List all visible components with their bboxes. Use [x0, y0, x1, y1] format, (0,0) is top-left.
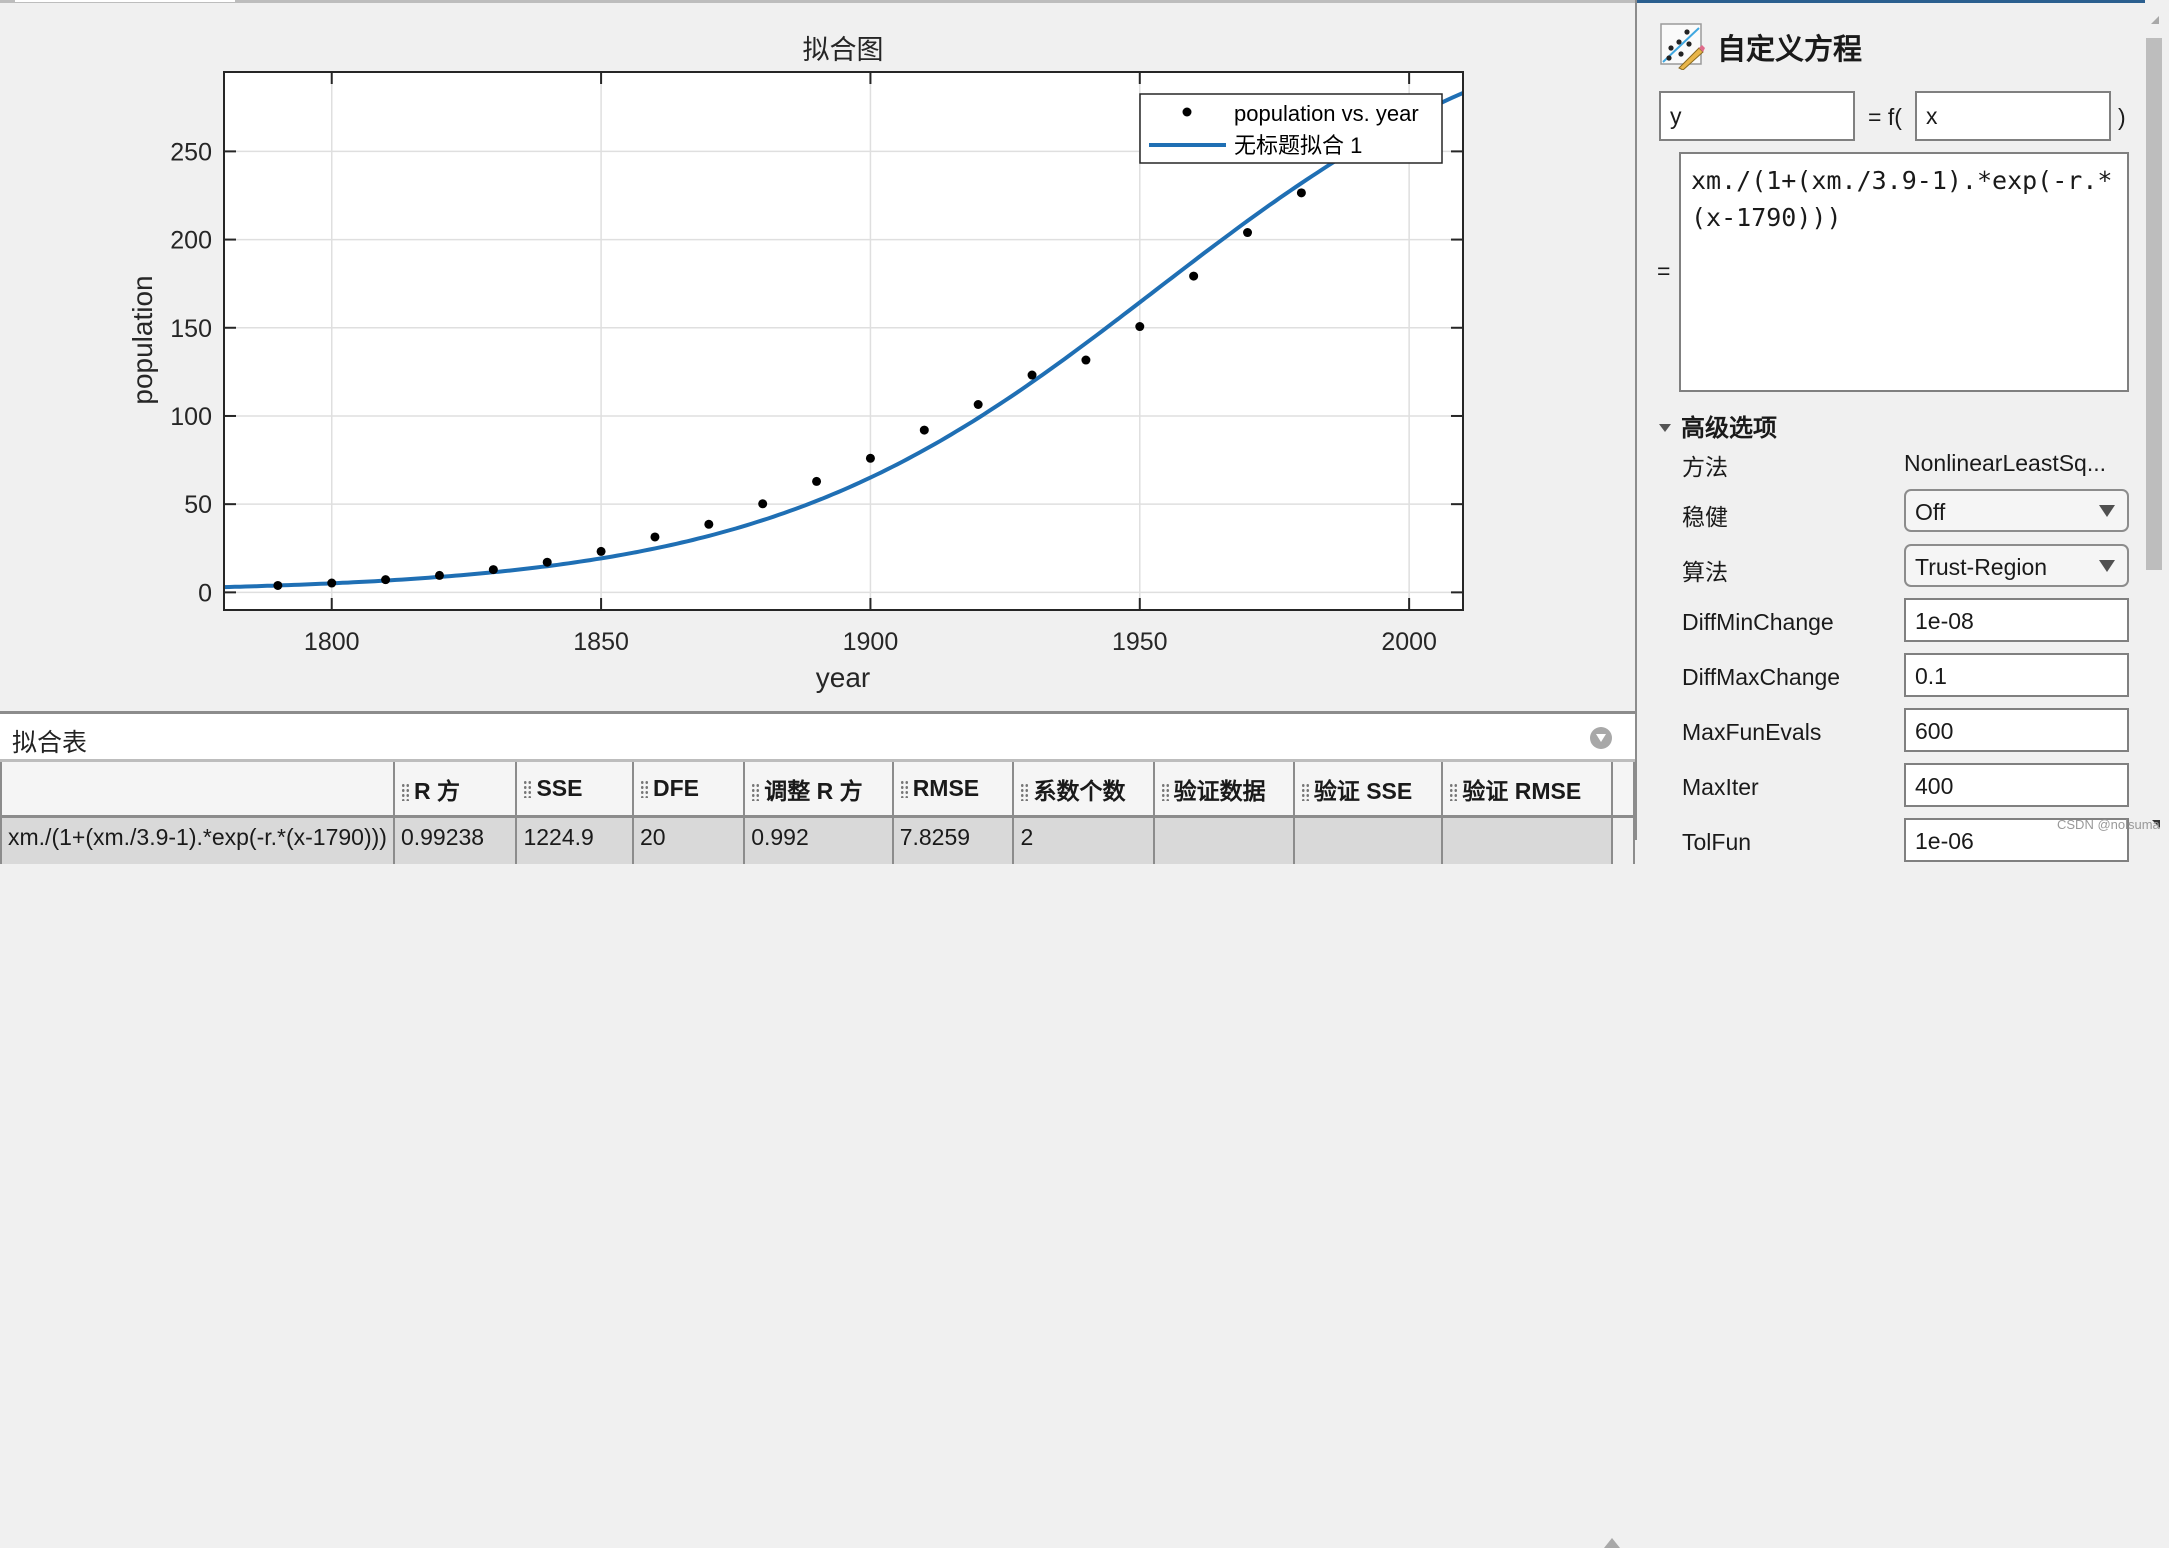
svg-text:1850: 1850 — [573, 628, 629, 656]
legend[interactable]: population vs. year 无标题拟合 1 — [1139, 93, 1443, 164]
fit-curve — [224, 91, 1463, 590]
method-label: 方法 — [1682, 455, 1728, 481]
cell-validation-data[interactable] — [1152, 815, 1295, 864]
robust-label: 稳健 — [1682, 505, 1728, 531]
cell-num-coeffs[interactable]: 2 — [1012, 815, 1155, 864]
drag-grip-icon[interactable] — [639, 780, 649, 798]
plot-title: 拟合图 — [803, 35, 884, 66]
diffmaxchange-input[interactable]: 0.1 — [1904, 653, 2129, 697]
collapse-icon[interactable] — [1590, 727, 1612, 749]
fit-table: R 方 SSE DFE 调整 R 方 RMSE 系数个数 验证数据 验证 SSE… — [0, 762, 1635, 864]
table-row[interactable]: xm./(1+(xm./3.9-1).*exp(-r.*(x-1790))) 0… — [0, 815, 1635, 864]
legend-item-data: population vs. year — [1234, 101, 1419, 126]
scroll-up-icon[interactable] — [2151, 16, 2159, 24]
panel-scrollbar-thumb[interactable] — [2146, 38, 2162, 570]
cell-sse[interactable]: 1224.9 — [515, 815, 634, 864]
column-header-num-coeffs[interactable]: 系数个数 — [1012, 762, 1155, 818]
svg-text:50: 50 — [184, 491, 212, 519]
cell-fit-name[interactable]: xm./(1+(xm./3.9-1).*exp(-r.*(x-1790))) — [0, 815, 395, 864]
cell-adj-rsquare[interactable]: 0.992 — [743, 815, 894, 864]
table-scroll-up-icon[interactable] — [1604, 1538, 1620, 1548]
panel-title: 自定义方程 — [1717, 32, 1863, 66]
svg-text:250: 250 — [170, 138, 212, 166]
axis-ticks — [224, 72, 1463, 610]
data-points — [273, 188, 1306, 590]
axes-box — [223, 71, 1464, 611]
column-header-dfe[interactable]: DFE — [631, 762, 746, 818]
table-scroll-cell — [1611, 815, 1635, 864]
drag-grip-icon[interactable] — [1160, 782, 1170, 801]
panel-top-border — [1637, 0, 2169, 3]
algorithm-label: 算法 — [1682, 560, 1728, 586]
independent-variable-input[interactable]: x — [1915, 91, 2111, 141]
drag-grip-icon[interactable] — [523, 780, 533, 798]
dependent-variable-input[interactable]: y — [1659, 91, 1855, 141]
equation-equals-label: = — [1657, 258, 1671, 284]
legend-item-fit: 无标题拟合 1 — [1234, 133, 1362, 158]
column-header-sse[interactable]: SSE — [515, 762, 634, 818]
svg-text:1950: 1950 — [1112, 628, 1168, 656]
maxiter-input[interactable]: 400 — [1904, 763, 2129, 807]
custom-equation-icon — [1660, 23, 1705, 70]
column-header-rsquare[interactable]: R 方 — [392, 762, 518, 818]
scroll-down-icon[interactable] — [2152, 820, 2160, 828]
equals-f-label: = f( — [1868, 104, 1902, 130]
expand-triangle-icon — [1659, 424, 1671, 432]
drag-grip-icon[interactable] — [751, 782, 761, 801]
x-axis-label: year — [816, 662, 870, 693]
maxiter-label: MaxIter — [1682, 774, 1759, 800]
diffminchange-label: DiffMinChange — [1682, 609, 1834, 635]
equation-input[interactable]: xm./(1+(xm./3.9-1).*exp(-r.*(x-1790))) — [1679, 152, 2129, 392]
diffmaxchange-label: DiffMaxChange — [1682, 664, 1841, 690]
svg-text:2000: 2000 — [1381, 628, 1437, 656]
maxfunevals-input[interactable]: 600 — [1904, 708, 2129, 752]
active-document-tab[interactable] — [15, 0, 235, 2]
column-header-validation-rmse[interactable]: 验证 RMSE — [1441, 762, 1614, 818]
fit-plot: 拟合图 1800 1850 1900 1950 2000050100150200250 … — [127, 35, 1464, 693]
drag-grip-icon[interactable] — [1020, 782, 1030, 801]
tolfun-label: TolFun — [1682, 829, 1752, 855]
cell-rsquare[interactable]: 0.99238 — [392, 815, 518, 864]
legend-dot-icon — [1182, 107, 1192, 117]
advanced-options-toggle[interactable]: 高级选项 — [1659, 408, 1777, 443]
cell-validation-rmse[interactable] — [1441, 815, 1614, 864]
cell-validation-sse[interactable] — [1292, 815, 1444, 864]
document-tab-strip — [0, 0, 1637, 3]
panel-divider[interactable] — [1635, 0, 1637, 840]
svg-text:0: 0 — [198, 579, 212, 607]
svg-text:200: 200 — [170, 227, 212, 255]
close-paren-label: ) — [2118, 104, 2126, 130]
column-header-validation-data[interactable]: 验证数据 — [1152, 762, 1295, 818]
fit-table-header: 拟合表 — [0, 714, 1635, 762]
tick-labels: 1800 1850 1900 1950 2000 0 50 100 150 200 250 — [170, 138, 1437, 656]
svg-text:1900: 1900 — [843, 628, 899, 656]
watermark: CSDN @nolsuma — [2057, 817, 2160, 832]
svg-text:150: 150 — [170, 315, 212, 343]
svg-text:100: 100 — [170, 403, 212, 431]
chevron-down-icon — [2099, 560, 2115, 572]
drag-grip-icon[interactable] — [899, 780, 909, 798]
column-header-adj-rsquare[interactable]: 调整 R 方 — [743, 762, 894, 818]
drag-grip-icon[interactable] — [1300, 782, 1310, 801]
fit-table-title: 拟合表 — [12, 728, 88, 757]
cell-rmse[interactable]: 7.8259 — [891, 815, 1015, 864]
chevron-down-icon — [2099, 505, 2115, 517]
y-axis-label: population — [127, 275, 158, 404]
column-header-name[interactable] — [0, 762, 395, 818]
column-header-spacer — [1611, 762, 1635, 818]
column-header-rmse[interactable]: RMSE — [891, 762, 1015, 818]
table-header-row: R 方 SSE DFE 调整 R 方 RMSE 系数个数 验证数据 验证 SSE… — [0, 762, 1635, 818]
maxfunevals-label: MaxFunEvals — [1682, 719, 1822, 745]
svg-text:1800: 1800 — [304, 628, 360, 656]
column-header-validation-sse[interactable]: 验证 SSE — [1292, 762, 1444, 818]
drag-grip-icon[interactable] — [1449, 782, 1459, 801]
method-value: NonlinearLeastSq... — [1904, 450, 2107, 476]
robust-dropdown[interactable]: Off — [1904, 489, 2129, 532]
drag-grip-icon[interactable] — [400, 782, 410, 801]
algorithm-dropdown[interactable]: Trust-Region — [1904, 544, 2129, 587]
diffminchange-input[interactable]: 1e-08 — [1904, 598, 2129, 642]
cell-dfe[interactable]: 20 — [631, 815, 746, 864]
fit-table-panel: 拟合表 R 方 SSE DFE 调整 R 方 RMSE 系数个数 验证数据 验证… — [0, 711, 1635, 1548]
equation-panel: 自定义方程 y = f( x ) = xm./(1+(xm./3.9-1).*e… — [1637, 0, 2169, 862]
